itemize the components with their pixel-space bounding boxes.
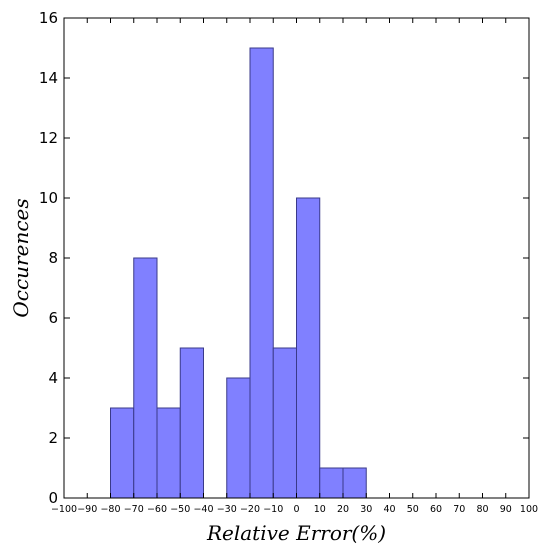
x-tick-label: 90 [500, 504, 512, 515]
histogram-bar [296, 197, 321, 499]
x-tick-label: −90 [77, 504, 97, 515]
y-tick-labels: 0 2 4 6 8 10 12 14 16 [39, 9, 58, 507]
y-tick-label: 8 [48, 249, 58, 267]
histogram-bar [110, 407, 135, 499]
ticks-layer [63, 17, 530, 499]
x-tick-label: 70 [453, 504, 465, 515]
x-tick-label: 80 [476, 504, 488, 515]
x-tick-label: −80 [100, 504, 120, 515]
y-tick-label: 10 [39, 189, 58, 207]
x-tick-label: 30 [360, 504, 372, 515]
x-axis-title: Relative Error(%) [206, 521, 386, 545]
y-tick-label: 4 [48, 369, 58, 387]
x-tick-label: −50 [170, 504, 190, 515]
histogram-bar [342, 467, 367, 499]
x-tick-label: −20 [240, 504, 260, 515]
x-tick-label: −40 [193, 504, 213, 515]
y-tick-label: 12 [39, 129, 58, 147]
x-tick-labels: −100 −90 −80 −70 −60 −50 −40 −30 −20 −10 0 10 20 30 40… [51, 504, 538, 515]
y-tick-label: 2 [48, 429, 58, 447]
x-tick-label: 50 [407, 504, 419, 515]
x-tick-label: 0 [293, 504, 299, 515]
x-tick-label: 20 [337, 504, 349, 515]
histogram-bar [249, 47, 274, 499]
y-tick-label: 0 [48, 489, 58, 507]
x-tick-label: −60 [147, 504, 167, 515]
histogram-bar [156, 407, 181, 499]
x-tick-label: 60 [430, 504, 442, 515]
bars-layer [64, 47, 529, 499]
y-tick-label: 14 [39, 69, 58, 87]
histogram-bar [319, 467, 344, 499]
y-tick-label: 16 [39, 9, 58, 27]
histogram-bar [133, 257, 158, 499]
x-tick-label: −70 [124, 504, 144, 515]
x-tick-label: 40 [383, 504, 395, 515]
x-tick-label: −30 [217, 504, 237, 515]
y-axis-title: Occurences [9, 198, 33, 317]
x-tick-label: 100 [520, 504, 538, 515]
x-tick-label: −10 [263, 504, 283, 515]
histogram-bar [272, 347, 297, 499]
y-tick-label: 6 [48, 309, 58, 327]
x-tick-label: −100 [51, 504, 77, 515]
histogram-bar [179, 347, 204, 499]
histogram-bar [226, 377, 251, 499]
x-tick-label: 10 [314, 504, 326, 515]
